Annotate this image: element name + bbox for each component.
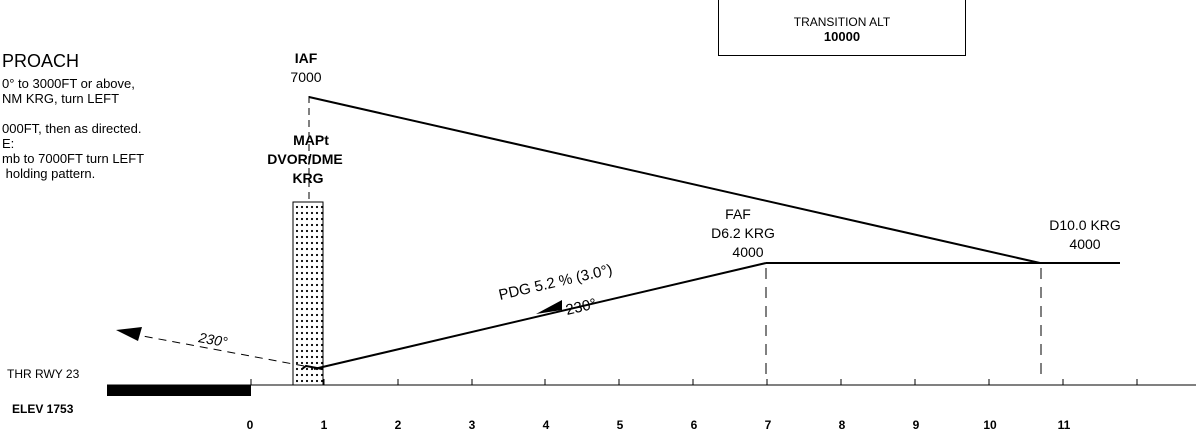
missed-approach-text: 0° to 3000FT or above, NM KRG, turn LEFT… <box>2 76 144 181</box>
final-course-arrow <box>536 300 562 314</box>
runway-bar <box>107 385 251 396</box>
mapt-hook <box>301 364 323 370</box>
faf-dist: D6.2 KRG <box>711 225 775 241</box>
missed-line-4: 000FT, then as directed. <box>2 121 142 136</box>
d10-name: D10.0 KRG <box>1049 217 1121 233</box>
iaf-name: IAF <box>294 50 318 66</box>
dist-label-11: 11 <box>1057 418 1071 432</box>
course-missed-label: 230° <box>196 329 229 350</box>
initial-descent-line <box>308 96 1041 264</box>
dist-label-0: 0 <box>246 418 254 432</box>
missed-line-1: 0° to 3000FT or above, <box>2 76 135 91</box>
dist-label-10: 10 <box>983 418 997 432</box>
dist-label-2: 2 <box>394 418 402 432</box>
mapt-line1: MAPt <box>293 132 329 148</box>
mapt-column <box>292 201 324 386</box>
missed-line-5: E: <box>2 136 15 151</box>
missed-approach-title: PROACH <box>2 51 80 71</box>
missed-approach-arrow <box>116 327 142 341</box>
pdg-label: PDG 5.2 % (3.0°) <box>497 261 614 304</box>
faf-alt: 4000 <box>732 244 764 260</box>
dist-label-4: 4 <box>542 418 550 432</box>
course-in-label: 230° <box>564 295 598 319</box>
d10-alt: 4000 <box>1069 236 1101 252</box>
mapt-line2: DVOR/DME <box>267 151 343 167</box>
transition-alt-box: TRANSITION ALT 10000 <box>718 0 966 56</box>
distance-axis-ticks <box>250 379 1138 385</box>
dist-label-7: 7 <box>764 418 772 432</box>
dist-label-8: 8 <box>838 418 846 432</box>
missed-line-6: mb to 7000FT turn LEFT <box>2 151 145 166</box>
transition-alt-label: TRANSITION ALT <box>793 15 891 29</box>
dist-label-5: 5 <box>616 418 624 432</box>
dist-label-1: 1 <box>320 418 328 432</box>
missed-line-2: NM KRG, turn LEFT <box>2 91 120 106</box>
dist-label-9: 9 <box>912 418 920 432</box>
missed-line-7: holding pattern. <box>2 166 96 181</box>
transition-alt-value: 10000 <box>823 29 861 44</box>
mapt-line3: KRG <box>292 170 324 186</box>
dist-label-6: 6 <box>690 418 698 432</box>
threshold-elev: ELEV 1753 <box>12 402 74 416</box>
final-approach-line <box>313 262 767 370</box>
faf-name: FAF <box>725 206 751 222</box>
iaf-alt: 7000 <box>290 69 322 85</box>
threshold-label: THR RWY 23 <box>7 367 80 381</box>
dist-label-3: 3 <box>468 418 476 432</box>
missed-approach-line <box>131 333 305 367</box>
